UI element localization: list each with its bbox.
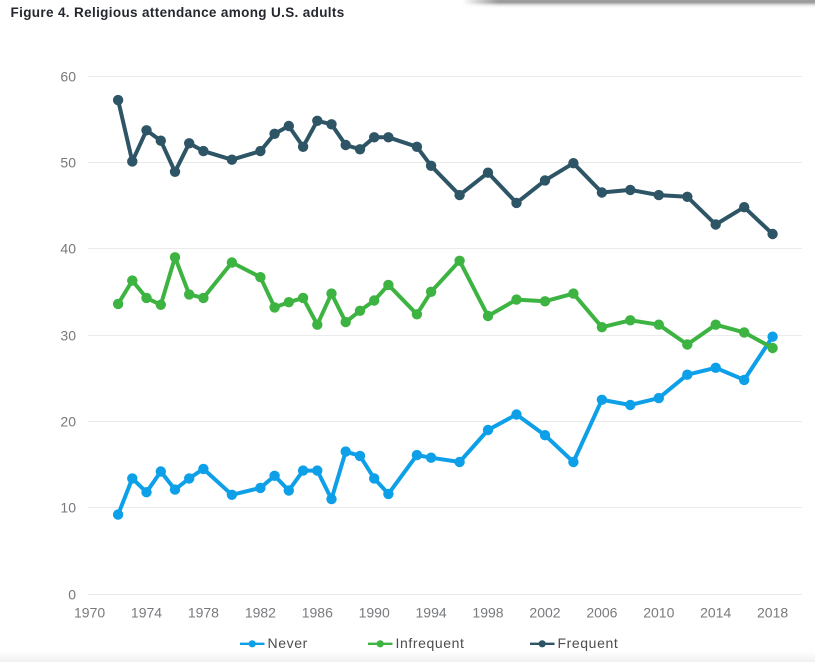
svg-text:2018: 2018 [757, 605, 788, 621]
svg-text:10: 10 [60, 500, 76, 516]
svg-text:2014: 2014 [700, 605, 731, 621]
svg-text:1998: 1998 [472, 605, 503, 621]
svg-text:Never: Never [268, 635, 308, 651]
svg-text:20: 20 [60, 414, 76, 430]
svg-text:2010: 2010 [643, 605, 674, 621]
svg-text:1974: 1974 [131, 605, 162, 621]
svg-text:0: 0 [68, 587, 76, 603]
svg-text:Infrequent: Infrequent [396, 635, 465, 651]
svg-text:60: 60 [60, 69, 76, 85]
svg-text:1978: 1978 [188, 605, 219, 621]
svg-text:2006: 2006 [586, 605, 617, 621]
svg-text:30: 30 [60, 328, 76, 344]
svg-text:1970: 1970 [74, 605, 105, 621]
svg-text:50: 50 [60, 155, 76, 171]
svg-text:2002: 2002 [529, 605, 560, 621]
svg-text:1986: 1986 [302, 605, 333, 621]
svg-text:1994: 1994 [416, 605, 447, 621]
svg-text:1990: 1990 [359, 605, 390, 621]
svg-text:Frequent: Frequent [558, 635, 619, 651]
svg-text:1982: 1982 [245, 605, 276, 621]
svg-text:40: 40 [60, 241, 76, 257]
